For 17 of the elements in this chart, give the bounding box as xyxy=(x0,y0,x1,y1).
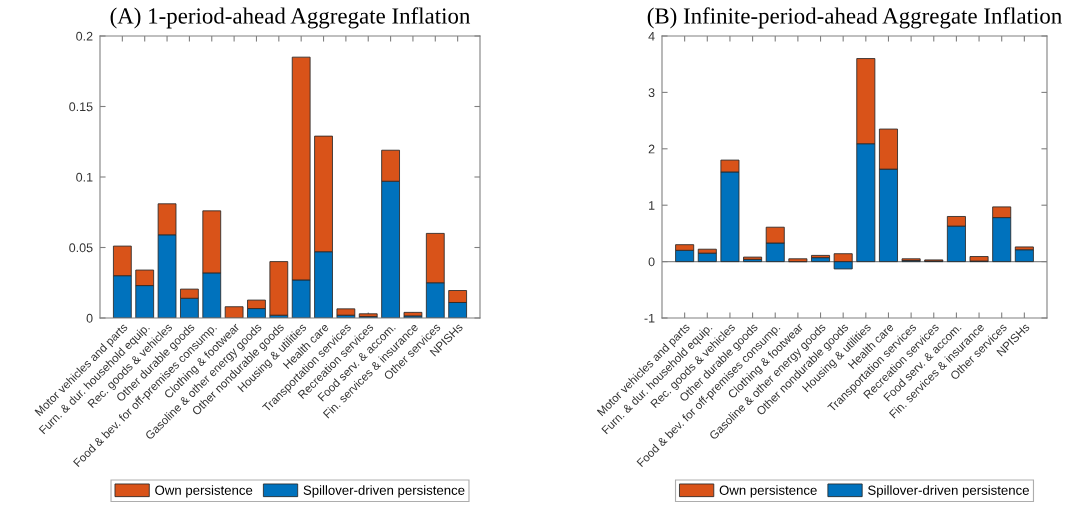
legend-label: Own persistence xyxy=(719,485,817,498)
legend-label: Spillover-driven persistence xyxy=(868,485,1029,498)
legend-label: Own persistence xyxy=(155,485,253,498)
y-tick-label: 3 xyxy=(648,88,655,98)
y-tick-label: -1 xyxy=(644,313,655,323)
y-tick-label: 0 xyxy=(648,257,655,267)
y-tick-label: 1 xyxy=(649,201,655,210)
y-tick-label: 0.05 xyxy=(69,243,93,253)
y-tick-label: 4 xyxy=(648,31,655,41)
y-tick-label: 0.2 xyxy=(76,31,93,41)
y-tick-label: 0.1 xyxy=(76,172,93,182)
chart-title: (A) 1-period-ahead Aggregate Inflation xyxy=(110,7,471,29)
y-tick-label: 2 xyxy=(648,144,655,154)
chart-title: (B) Infinite-period-ahead Aggregate Inflation xyxy=(647,7,1062,29)
y-tick-label: 0 xyxy=(86,313,93,323)
y-tick-label: 0.15 xyxy=(69,102,93,112)
legend-label: Spillover-driven persistence xyxy=(303,485,465,498)
